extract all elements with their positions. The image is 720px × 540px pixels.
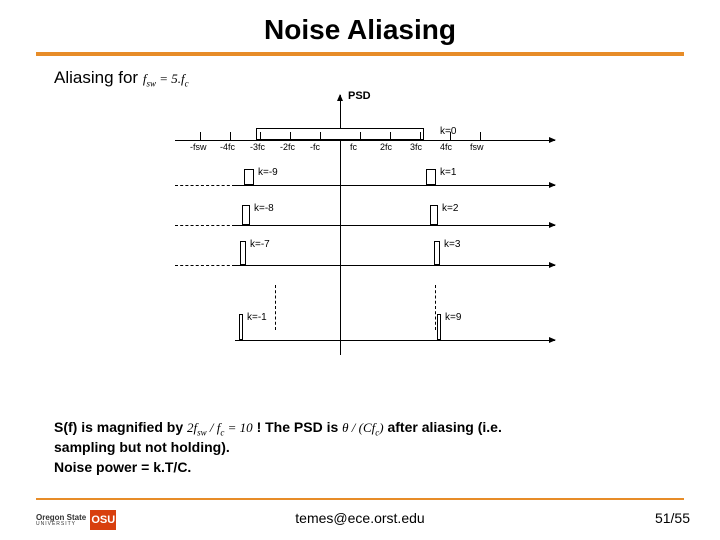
spectrum-axis-1 xyxy=(235,185,555,186)
k-label-right-2: k=2 xyxy=(442,203,458,214)
tick-label-9: fsw xyxy=(470,142,484,152)
tick-label-6: 2fc xyxy=(380,142,392,152)
subtitle-eq: fsw = 5.fc xyxy=(143,71,189,86)
footer-email: temes@ece.orst.edu xyxy=(0,510,720,526)
tick-mark-1 xyxy=(230,132,231,140)
tick-mark-9 xyxy=(480,132,481,140)
tick-label-5: fc xyxy=(350,142,357,152)
tick-mark-5 xyxy=(360,132,361,140)
tick-mark-3 xyxy=(290,132,291,140)
tick-label-3: -2fc xyxy=(280,142,295,152)
spectrum-box-3 xyxy=(240,241,246,265)
spectrum-box-2 xyxy=(242,205,250,225)
tick-mark-4 xyxy=(320,132,321,140)
summary-text-1a: S(f) is magnified by xyxy=(54,419,187,435)
spectrum-axis-0 xyxy=(175,140,555,141)
k-label-left-4: k=-1 xyxy=(247,312,267,323)
summary-text-1c: after aliasing (i.e. xyxy=(387,419,501,435)
tick-mark-0 xyxy=(200,132,201,140)
k-label-right-4: k=9 xyxy=(445,312,461,323)
k-label-right-3: k=3 xyxy=(444,239,460,250)
spectrum-box-1 xyxy=(244,169,254,185)
spectrum-axis-3 xyxy=(235,265,555,266)
k-label-left-2: k=-8 xyxy=(254,203,274,214)
k-label-right-1: k=1 xyxy=(440,167,456,178)
tick-label-1: -4fc xyxy=(220,142,235,152)
tick-label-0: -fsw xyxy=(190,142,207,152)
tick-mark-2 xyxy=(260,132,261,140)
dashed-guide-v-0 xyxy=(275,285,276,330)
dashed-guide-v-1 xyxy=(435,285,436,330)
dashed-guide-left-1 xyxy=(175,225,235,226)
tick-label-8: 4fc xyxy=(440,142,452,152)
spectrum-box-1-r xyxy=(426,169,436,185)
summary-line-1: S(f) is magnified by 2fsw / fc = 10 ! Th… xyxy=(54,418,674,439)
spectrum-axis-2 xyxy=(235,225,555,226)
spectrum-box-4-r xyxy=(437,314,441,340)
tick-label-2: -3fc xyxy=(250,142,265,152)
subtitle: Aliasing for fsw = 5.fc xyxy=(54,68,189,89)
slide-title: Noise Aliasing xyxy=(0,14,720,46)
eq-sub2: c xyxy=(185,79,189,89)
summary-eq-2: θ / (Cfc) xyxy=(342,420,383,435)
spectrum-box-2-r xyxy=(430,205,438,225)
summary-eq-1: 2fsw / fc = 10 xyxy=(187,420,253,435)
spectrum-box-3-r xyxy=(434,241,440,265)
tick-mark-6 xyxy=(390,132,391,140)
tick-mark-7 xyxy=(420,132,421,140)
divider-top xyxy=(36,52,684,56)
summary-text-1b: ! The PSD is xyxy=(257,419,343,435)
k-label-right-0: k=0 xyxy=(440,126,456,137)
k-label-left-3: k=-7 xyxy=(250,239,270,250)
divider-bottom xyxy=(36,498,684,500)
dashed-guide-bottom-0 xyxy=(455,340,535,341)
spectrum-box-4 xyxy=(239,314,243,340)
eq-sub: sw xyxy=(146,79,156,89)
psd-label: PSD xyxy=(348,90,371,102)
eq-f2: = 5.f xyxy=(156,71,185,86)
spectrum-box-0 xyxy=(256,128,424,140)
dashed-guide-left-2 xyxy=(175,265,235,266)
subtitle-text: Aliasing for xyxy=(54,68,143,87)
dashed-guide-left-0 xyxy=(175,185,235,186)
k-label-left-1: k=-9 xyxy=(258,167,278,178)
tick-label-4: -fc xyxy=(310,142,320,152)
page-number: 51/55 xyxy=(655,510,690,526)
summary-line-3: Noise power = k.T/C. xyxy=(54,458,674,478)
tick-mark-8 xyxy=(450,132,451,140)
summary-line-2: sampling but not holding). xyxy=(54,438,674,458)
tick-label-7: 3fc xyxy=(410,142,422,152)
aliasing-diagram: PSD k=0 -fsw -4fc -3fc -2fc -fc fc 2fc 3fc 4fc fsw k… xyxy=(140,90,580,400)
slide: Noise Aliasing Aliasing for fsw = 5.fc P… xyxy=(0,0,720,540)
